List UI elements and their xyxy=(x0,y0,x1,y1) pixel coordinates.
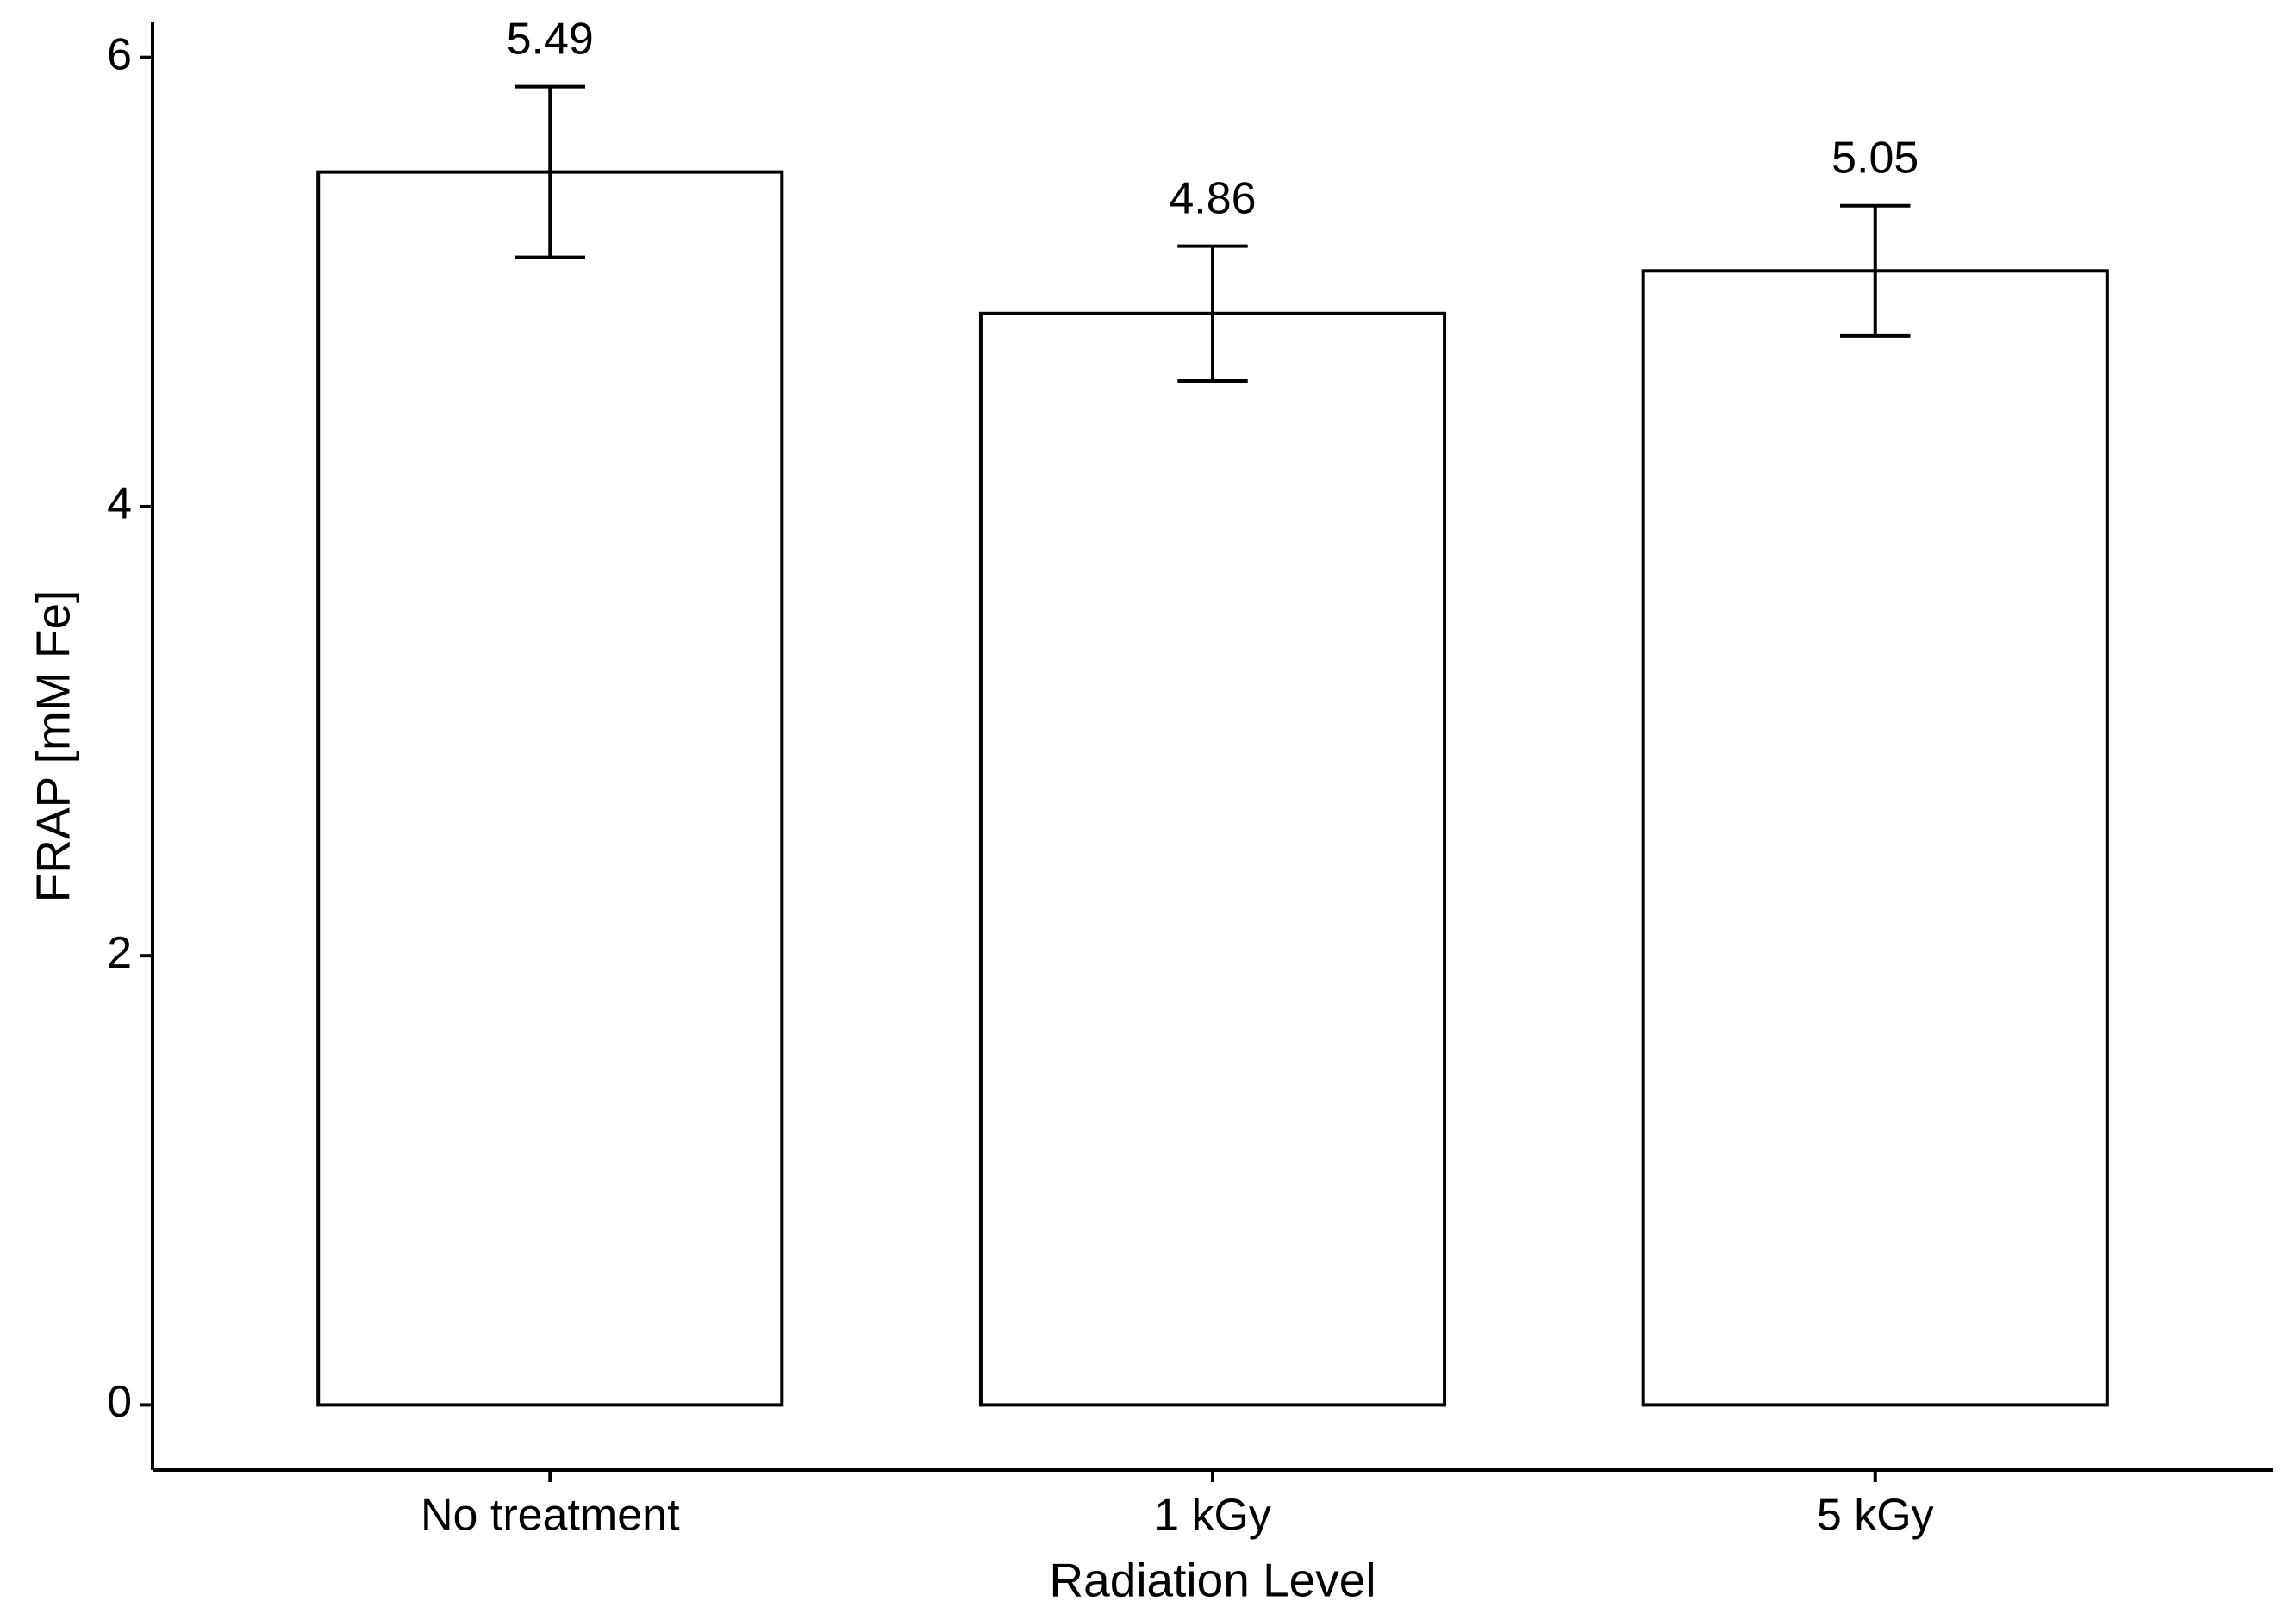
x-tick-label: 5 kGy xyxy=(1817,1491,1934,1541)
bar xyxy=(1641,269,2109,1407)
x-axis-title: Radiation Level xyxy=(1049,1554,1376,1607)
y-tick-label: 2 xyxy=(107,928,132,978)
y-axis-title: FRAP [mM Fe] xyxy=(27,590,80,903)
y-tick-label: 0 xyxy=(107,1377,132,1427)
value-label: 5.05 xyxy=(1831,133,1919,183)
x-tick-label: No treatment xyxy=(421,1491,680,1541)
bar xyxy=(978,311,1447,1407)
y-tick-label: 6 xyxy=(107,29,132,79)
y-tick-label: 4 xyxy=(107,479,132,529)
bar xyxy=(316,170,784,1407)
x-tick-label: 1 kGy xyxy=(1154,1491,1271,1541)
value-label: 5.49 xyxy=(507,14,594,64)
error-bar xyxy=(1177,244,1248,383)
error-bar xyxy=(515,84,585,259)
error-bar xyxy=(1840,203,1911,338)
value-label: 4.86 xyxy=(1169,173,1256,223)
